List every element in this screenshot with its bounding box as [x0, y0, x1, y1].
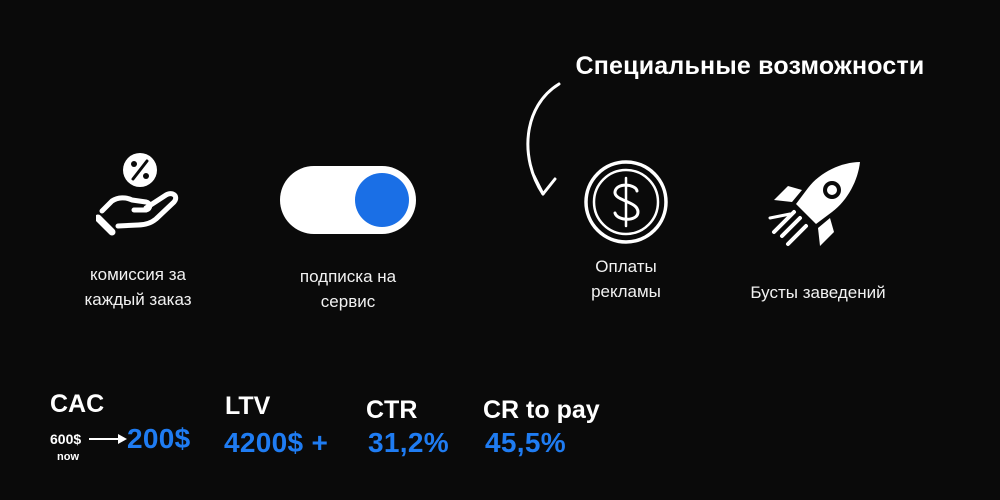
cac-old-note: now	[57, 451, 79, 463]
feature-label-line: Бусты заведений	[750, 283, 886, 302]
cac-new-value: 200$	[127, 423, 191, 454]
feature-label-line: Оплаты	[595, 257, 657, 276]
feature-label-line: комиссия за	[90, 265, 186, 284]
feature-label-subscription: подписка на сервис	[268, 264, 428, 314]
metric-title-ltv: LTV	[225, 392, 271, 420]
section-title: Специальные возможности	[575, 52, 925, 80]
cac-old-value: 600$	[50, 431, 82, 447]
feature-label-line: подписка на	[299, 267, 397, 286]
curved-arrow-icon	[526, 82, 561, 196]
toggle-switch-icon	[278, 164, 418, 241]
metric-value-ctr: 31,2%	[368, 427, 449, 458]
feature-label-boosts: Бусты заведений	[728, 280, 908, 305]
feature-label-line: сервис	[320, 292, 376, 311]
metric-title-cac: CAC	[50, 390, 105, 418]
metric-title-cr: CR to pay	[483, 396, 600, 424]
dollar-coin-icon	[582, 158, 672, 253]
feature-label-line: каждый заказ	[84, 290, 192, 309]
feature-label-ad-payments: Оплаты рекламы	[546, 254, 706, 304]
percent-hand-icon	[94, 150, 188, 241]
feature-label-line: рекламы	[591, 282, 661, 301]
metric-value-ltv: 4200$ +	[224, 427, 329, 458]
rocket-icon	[762, 156, 872, 261]
arrow-right-icon	[89, 434, 127, 444]
metric-title-ctr: CTR	[366, 396, 418, 424]
feature-label-commission: комиссия за каждый заказ	[58, 262, 218, 312]
metric-value-cr: 45,5%	[485, 427, 566, 458]
